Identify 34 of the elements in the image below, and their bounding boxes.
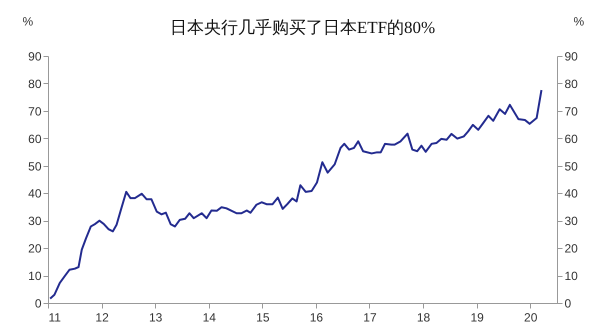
x-tick-label: 11	[48, 310, 62, 324]
chart-title: 日本央行几乎购买了日本ETF的80%	[170, 18, 436, 37]
y-tick-label: 0	[34, 296, 42, 310]
y2-tick-label: 30	[564, 214, 578, 228]
y-tick-label: 30	[28, 214, 42, 228]
x-tick-label: 17	[363, 310, 377, 324]
y-tick-label: 50	[28, 159, 42, 174]
y2-tick-label: 70	[564, 104, 578, 118]
line-series	[49, 89, 542, 300]
x-tick-label: 13	[148, 310, 163, 324]
x-tick-label: 19	[470, 310, 484, 324]
y2-tick-label: 40	[564, 186, 578, 201]
y-tick-label: 90	[28, 50, 42, 64]
y2-tick-label: 90	[564, 50, 578, 64]
y2-tick-label: 60	[564, 132, 578, 146]
y2-tick-label: 20	[564, 242, 578, 256]
x-tick-label: 14	[202, 310, 216, 324]
y2-axis-title: %	[574, 14, 584, 28]
x-tick-label: 20	[524, 310, 538, 324]
y-tick-label: 80	[28, 76, 42, 91]
y-axis-title: %	[22, 14, 34, 28]
y-tick-label: 10	[28, 269, 42, 284]
y-tick-label: 70	[28, 104, 42, 118]
x-tick-label: 15	[256, 310, 270, 324]
x-tick-label: 18	[416, 310, 431, 324]
x-tick-label: 16	[310, 310, 324, 324]
x-tick-label: 12	[95, 310, 110, 324]
y-tick-label: 40	[28, 186, 42, 201]
y2-tick-label: 50	[564, 159, 578, 174]
y-tick-label: 60	[28, 132, 42, 146]
y2-tick-label: 0	[564, 296, 572, 310]
y2-tick-label: 10	[564, 269, 578, 284]
y2-tick-label: 80	[564, 76, 578, 91]
y-tick-label: 20	[28, 242, 42, 256]
